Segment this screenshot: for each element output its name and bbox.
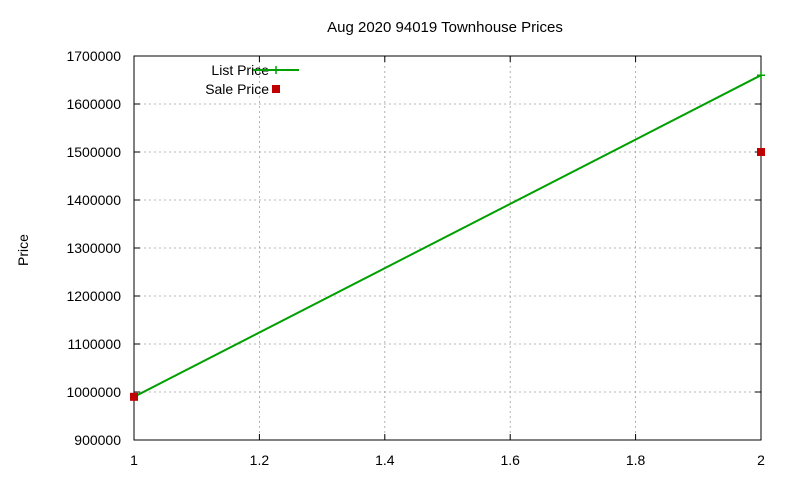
x-tick-label: 1.4 <box>375 452 395 468</box>
y-tick-label: 900000 <box>74 432 121 448</box>
x-tick-label: 1 <box>130 452 138 468</box>
plot-frame <box>133 55 762 441</box>
sale-price-point <box>130 392 138 401</box>
list-price-line <box>133 74 762 398</box>
y-tick-label: 1200000 <box>66 288 121 304</box>
x-tick-label: 1.8 <box>626 452 646 468</box>
y-tick-label: 1500000 <box>66 144 121 160</box>
series <box>130 71 765 401</box>
grid <box>134 56 761 440</box>
list-price-point <box>757 71 765 80</box>
x-tick-label: 1.2 <box>250 452 270 468</box>
sale-price-point <box>757 148 765 156</box>
legend-label: Sale Price <box>205 81 269 97</box>
y-tick-label: 1000000 <box>66 384 121 400</box>
x-tick-label: 1.6 <box>500 452 520 468</box>
x-tick-label: 2 <box>757 452 765 468</box>
legend-label: List Price <box>211 62 269 78</box>
y-axis-label: Price <box>15 234 31 266</box>
axis-ticks: 900000 1000000 1100000 1200000 1300000 140000… <box>66 48 765 468</box>
y-tick-label: 1100000 <box>68 336 122 352</box>
chart-title: Aug 2020 94019 Townhouse Prices <box>327 19 563 36</box>
y-tick-label: 1700000 <box>66 48 121 64</box>
y-tick-label: 1400000 <box>66 192 121 208</box>
y-tick-label: 1300000 <box>66 240 121 256</box>
legend: List Price Sale Price <box>205 62 299 97</box>
legend-marker <box>272 66 280 74</box>
y-tick-label: 1600000 <box>66 96 121 112</box>
legend-sample-sale-price <box>272 85 280 93</box>
